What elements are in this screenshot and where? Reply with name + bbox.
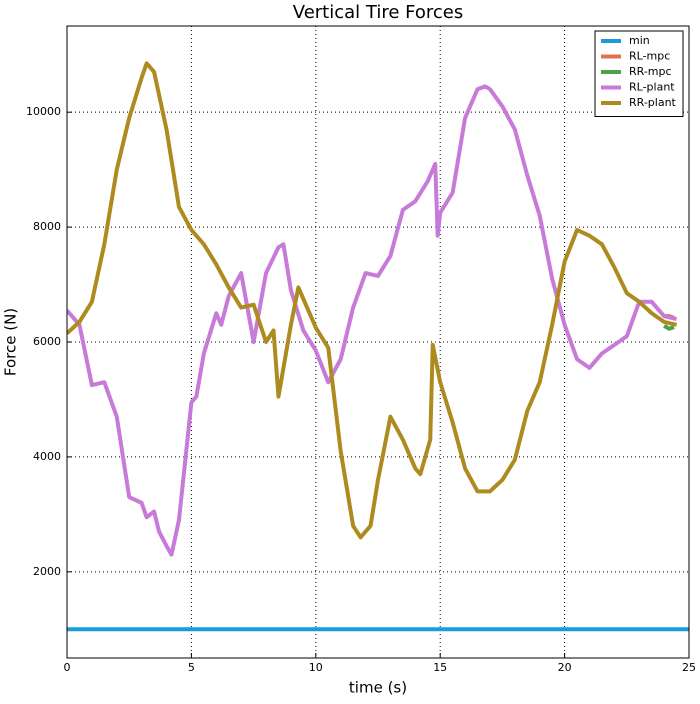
x-axis-label: time (s)	[349, 679, 407, 697]
plot-frame	[66, 25, 690, 659]
legend-label: RL-plant	[629, 81, 675, 94]
legend-label: min	[629, 34, 650, 47]
x-tick-label: 0	[64, 661, 71, 674]
y-tick-label: 2000	[33, 565, 61, 578]
x-tick-label: 10	[309, 661, 323, 674]
y-axis-label: Force (N)	[2, 308, 20, 376]
x-tick-label: 15	[433, 661, 447, 674]
chart-title: Vertical Tire Forces	[293, 2, 463, 23]
x-tick-label: 20	[558, 661, 572, 674]
legend-label: RR-plant	[629, 96, 677, 109]
x-tick-label: 25	[682, 661, 696, 674]
y-tick-label: 6000	[33, 335, 61, 348]
y-tick-label: 10000	[26, 105, 61, 118]
line-series	[663, 324, 675, 331]
legend-label: RR-mpc	[629, 65, 672, 78]
legend-label: RL-mpc	[629, 50, 670, 63]
y-tick-label: 4000	[33, 450, 61, 463]
y-tick-label: 8000	[33, 220, 61, 233]
line-series	[67, 61, 678, 540]
x-tick-label: 5	[188, 661, 195, 674]
